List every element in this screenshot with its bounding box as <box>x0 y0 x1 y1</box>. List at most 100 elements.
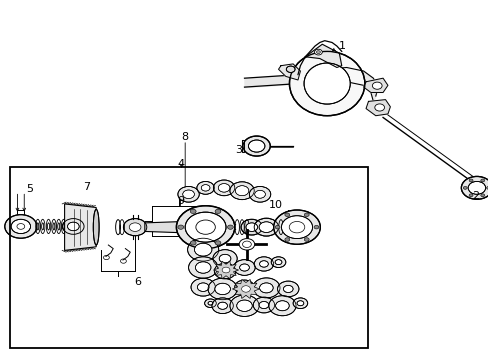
Circle shape <box>215 241 221 245</box>
Circle shape <box>204 299 216 307</box>
Ellipse shape <box>58 223 60 230</box>
Circle shape <box>462 186 466 189</box>
Circle shape <box>259 222 273 233</box>
Circle shape <box>178 225 183 229</box>
Circle shape <box>235 186 248 196</box>
Polygon shape <box>144 221 201 233</box>
Circle shape <box>468 194 472 197</box>
Circle shape <box>296 301 303 306</box>
Circle shape <box>195 262 210 273</box>
Circle shape <box>254 218 278 236</box>
Text: 5: 5 <box>26 184 33 194</box>
Circle shape <box>187 238 218 261</box>
Circle shape <box>254 257 273 271</box>
Circle shape <box>234 280 254 294</box>
Text: 2: 2 <box>471 191 478 201</box>
Circle shape <box>241 286 250 292</box>
Bar <box>10 167 368 348</box>
Circle shape <box>5 215 37 238</box>
Polygon shape <box>363 78 387 93</box>
Ellipse shape <box>47 223 49 230</box>
Ellipse shape <box>41 223 43 230</box>
Circle shape <box>316 51 320 54</box>
Circle shape <box>268 296 295 316</box>
Circle shape <box>123 219 146 236</box>
Circle shape <box>285 213 289 217</box>
Circle shape <box>243 136 270 156</box>
Circle shape <box>188 257 217 278</box>
Circle shape <box>129 223 141 231</box>
Circle shape <box>176 206 234 249</box>
Circle shape <box>304 238 308 241</box>
Polygon shape <box>326 67 377 111</box>
Polygon shape <box>213 261 238 279</box>
Circle shape <box>480 179 484 182</box>
Circle shape <box>212 249 237 267</box>
Polygon shape <box>64 204 96 250</box>
Circle shape <box>292 298 307 309</box>
Circle shape <box>214 283 230 295</box>
Circle shape <box>229 295 259 316</box>
Circle shape <box>275 225 280 229</box>
Circle shape <box>273 210 320 244</box>
Circle shape <box>233 260 255 275</box>
Circle shape <box>314 49 322 55</box>
Circle shape <box>214 263 235 279</box>
Circle shape <box>480 194 484 197</box>
Ellipse shape <box>37 223 39 230</box>
Ellipse shape <box>93 209 99 245</box>
Circle shape <box>249 186 270 202</box>
Circle shape <box>211 298 233 314</box>
Circle shape <box>313 225 318 229</box>
Circle shape <box>275 260 282 265</box>
Circle shape <box>285 238 289 241</box>
Circle shape <box>213 180 234 196</box>
Circle shape <box>248 140 264 152</box>
Circle shape <box>201 185 209 191</box>
Circle shape <box>222 267 229 273</box>
Circle shape <box>183 190 194 199</box>
Circle shape <box>259 283 273 293</box>
Circle shape <box>219 254 230 263</box>
Circle shape <box>460 176 488 199</box>
Circle shape <box>191 278 215 296</box>
Circle shape <box>254 190 265 198</box>
Circle shape <box>239 264 249 271</box>
Text: 10: 10 <box>268 200 283 210</box>
Circle shape <box>236 300 252 311</box>
Circle shape <box>215 209 221 213</box>
Polygon shape <box>278 64 300 80</box>
Circle shape <box>227 225 233 229</box>
Circle shape <box>218 184 229 192</box>
Circle shape <box>468 179 472 182</box>
Text: 9: 9 <box>176 197 183 206</box>
Circle shape <box>207 278 237 300</box>
Circle shape <box>207 301 212 305</box>
Circle shape <box>220 267 229 275</box>
Text: 3: 3 <box>235 145 242 155</box>
Circle shape <box>277 281 298 297</box>
Circle shape <box>467 181 485 194</box>
Text: 1: 1 <box>339 41 346 51</box>
Circle shape <box>190 241 196 245</box>
Ellipse shape <box>62 223 64 230</box>
Ellipse shape <box>289 51 364 116</box>
Circle shape <box>281 216 312 239</box>
Ellipse shape <box>304 63 349 104</box>
Polygon shape <box>232 279 259 298</box>
Circle shape <box>197 181 214 194</box>
Circle shape <box>217 302 227 309</box>
Circle shape <box>178 186 199 202</box>
Text: 8: 8 <box>181 132 188 142</box>
Circle shape <box>229 182 254 200</box>
Circle shape <box>240 284 248 291</box>
Circle shape <box>275 301 288 311</box>
Circle shape <box>271 257 285 267</box>
Text: 6: 6 <box>134 277 141 287</box>
Circle shape <box>194 243 211 256</box>
Circle shape <box>241 219 262 235</box>
Circle shape <box>304 213 308 217</box>
Circle shape <box>374 104 384 111</box>
Circle shape <box>252 278 280 298</box>
Circle shape <box>286 66 294 72</box>
